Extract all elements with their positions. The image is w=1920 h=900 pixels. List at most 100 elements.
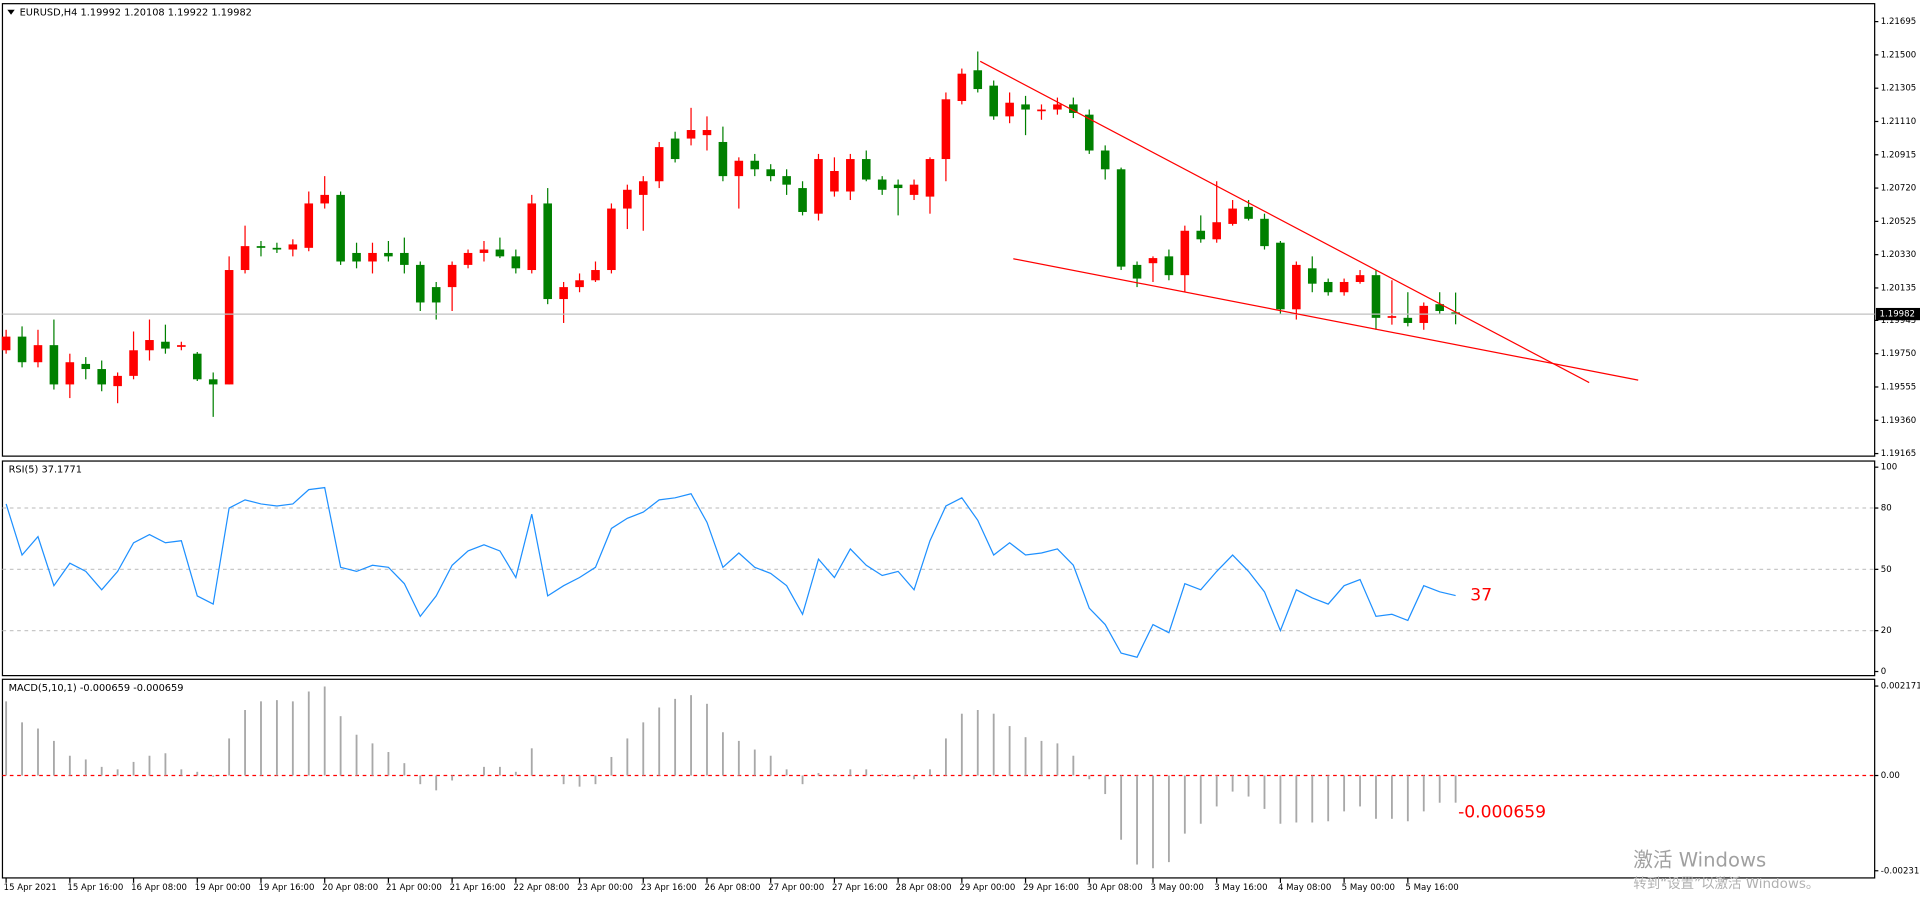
title: EURUSD,H4 [20, 7, 78, 18]
candle-body [973, 70, 983, 90]
candle-body [1, 336, 11, 351]
candle-body [1323, 281, 1333, 293]
candle-body [1021, 104, 1030, 110]
y-tick-label: 1.19945 [1881, 316, 1916, 326]
x-tick-label: 29 Apr 00:00 [959, 883, 1015, 893]
trendline [1013, 258, 1639, 381]
rsi-line [5, 486, 1456, 658]
y-tick-label: 1.20135 [1881, 283, 1916, 293]
candle-body [718, 141, 728, 177]
candle-body [17, 336, 27, 363]
candle-body [145, 340, 154, 351]
candle-body [1403, 317, 1413, 323]
candle-body [798, 188, 807, 212]
candle-body [989, 85, 998, 117]
candle-body [766, 169, 775, 177]
candle-body [909, 184, 919, 195]
panel-title: MACD(5,10,1) -0.000659 -0.000659 [9, 683, 184, 694]
x-tick-label: 4 May 08:00 [1278, 883, 1331, 893]
candle-body [1053, 104, 1062, 110]
candle-body [384, 252, 393, 257]
candle-body [113, 375, 122, 387]
x-tick-label: 15 Apr 16:00 [67, 883, 123, 893]
candle-body [320, 194, 329, 204]
menu-triangle[interactable] [7, 9, 15, 15]
candle-body [623, 189, 632, 209]
y-tick-label: 1.20330 [1881, 250, 1916, 260]
x-tick-label: 15 Apr 2021 [4, 883, 57, 893]
candle-body [1260, 218, 1269, 247]
candle-body [431, 287, 441, 303]
candle-body [941, 99, 951, 160]
y-tick-label: -0.002311 [1881, 866, 1920, 876]
candle-body [1037, 109, 1046, 112]
current-price-box [1875, 307, 1920, 321]
candle-body [33, 345, 43, 363]
title-value: 1.19982 [211, 7, 252, 18]
y-tick-label: 1.21500 [1881, 50, 1916, 60]
y-tick-label: 1.20720 [1881, 184, 1916, 194]
candle-body [925, 159, 935, 197]
candle-body [782, 176, 791, 185]
x-tick-label: 29 Apr 16:00 [1023, 883, 1079, 893]
candle-body [559, 287, 568, 300]
y-tick-label: 1.20525 [1881, 217, 1916, 227]
value-label: 37 [1470, 586, 1492, 606]
candle-body [240, 246, 250, 271]
candle-body [607, 208, 616, 271]
y-tick-label: 80 [1881, 504, 1892, 514]
x-tick-label: 3 May 16:00 [1214, 883, 1267, 893]
watermark-title: 激活 Windows [1633, 848, 1766, 871]
y-tick-label: 1.19165 [1881, 449, 1916, 459]
candle-body [1148, 258, 1158, 264]
candle-body [1069, 104, 1078, 113]
title-value: 1.19992 [81, 7, 122, 18]
x-tick-label: 3 May 00:00 [1151, 883, 1204, 893]
candle-body [1435, 304, 1444, 312]
candle-body [830, 171, 839, 192]
candle-body [511, 256, 521, 269]
x-tick-label: 5 May 00:00 [1342, 883, 1395, 893]
candle-body [1100, 150, 1110, 170]
candle-body [1196, 230, 1206, 240]
candle-body [638, 181, 648, 195]
x-tick-label: 22 Apr 08:00 [513, 883, 569, 893]
candle-body [352, 252, 361, 262]
candle-body [1164, 256, 1174, 276]
x-tick-label: 16 Apr 08:00 [131, 883, 187, 893]
candle-body [686, 130, 696, 139]
candle-body [1244, 206, 1253, 219]
candle-body [1180, 230, 1190, 276]
watermark-subtitle: 转到“设置”以激活 Windows。 [1633, 876, 1819, 892]
candle-body [129, 350, 138, 376]
title: RSI(5) [9, 465, 39, 476]
candle-body [1451, 312, 1460, 315]
candle-body [224, 270, 234, 385]
candle-body [1387, 316, 1397, 318]
candle-body [1084, 114, 1094, 151]
candle-body [957, 73, 967, 101]
candle-body [750, 160, 760, 170]
y-tick-label: 1.21695 [1881, 17, 1916, 27]
candle-body [1355, 275, 1365, 282]
x-tick-label: 21 Apr 00:00 [386, 883, 442, 893]
candle-body [1228, 208, 1237, 224]
y-tick-label: 1.20915 [1881, 150, 1916, 160]
title-value: -0.000659 [133, 683, 183, 694]
candle-body [814, 159, 823, 214]
title-value: -0.000659 [80, 683, 130, 694]
candle-body [670, 138, 680, 160]
candle-body [368, 252, 377, 262]
y-tick-label: 0 [1881, 667, 1886, 677]
candle-body [479, 249, 489, 253]
candle-body [846, 159, 855, 192]
candle-body [1371, 275, 1381, 318]
panel [1, 678, 1876, 879]
candle-body [1307, 268, 1317, 284]
candle-body [543, 203, 552, 300]
candle-body [304, 203, 314, 248]
title-value: 1.20108 [124, 7, 165, 18]
candle-body [893, 184, 903, 189]
candle-body [1132, 264, 1142, 279]
